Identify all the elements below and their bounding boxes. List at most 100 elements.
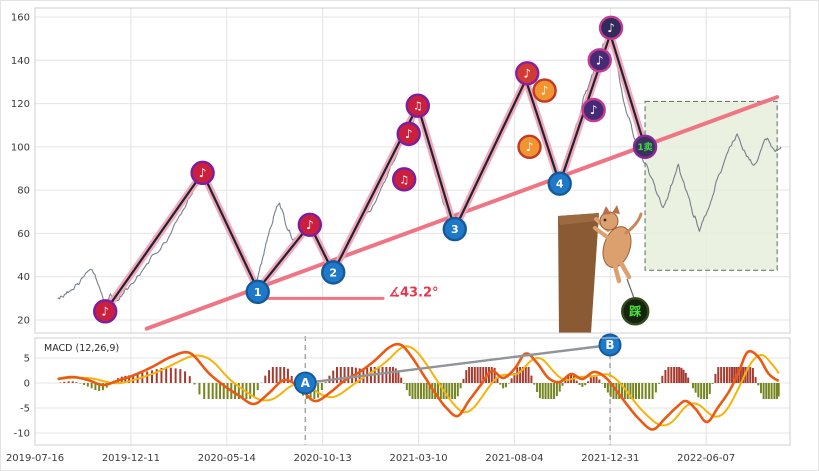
marker-note-peak-4-low[interactable]: ♪ (517, 134, 542, 160)
hist-bar (621, 383, 624, 399)
note-start-circle[interactable] (93, 299, 118, 324)
hist-bar (496, 376, 499, 383)
wave-point-1-circle[interactable] (245, 279, 270, 305)
cliff-top-edge (558, 213, 599, 225)
hist-bar (411, 383, 414, 399)
price-panel-border (34, 7, 791, 334)
hist-bar (767, 383, 770, 399)
note-peak-2-circle[interactable] (297, 212, 323, 237)
hist-bar (773, 383, 776, 399)
hist-bar (521, 367, 524, 383)
hist-bar (638, 383, 640, 399)
price-ytick-label: 100 (11, 142, 30, 153)
cliff-dog-cartoon (558, 205, 643, 333)
marker-note-peak-5-low[interactable]: ♪ (581, 97, 606, 123)
point-b[interactable]: B (598, 333, 622, 357)
hist-bar (83, 383, 86, 385)
note-peak-4-circle[interactable] (515, 61, 540, 86)
marker-note-rise-mid[interactable]: ♪ (396, 121, 421, 147)
hist-bar (207, 383, 210, 399)
hist-bar (746, 367, 749, 383)
marker-note-peak-4-right[interactable]: ♪ (532, 78, 557, 103)
wave-point-3-circle[interactable] (442, 216, 467, 242)
dog-hind-leg-2 (612, 263, 622, 284)
hist-bar (598, 379, 601, 383)
marker-wave-point-1[interactable]: 1 (245, 279, 270, 305)
marker-step-marker[interactable]: 踩 (621, 297, 650, 326)
marker-note-peak-3[interactable]: ♫ (405, 93, 430, 118)
hist-bar (128, 375, 131, 383)
hist-bar (94, 383, 97, 391)
macd-ytick-label: -10 (14, 429, 30, 440)
hist-bar (705, 383, 708, 399)
marker-note-peak-4[interactable]: ♪ (515, 61, 540, 86)
hist-bar (403, 383, 406, 384)
point-b-circle[interactable] (598, 333, 622, 357)
hist-bar (541, 383, 544, 399)
marker-note-peak-2[interactable]: ♪ (297, 212, 323, 237)
hist-bar (241, 383, 244, 399)
note-peak-4-low-label: ♪ (526, 140, 534, 154)
hist-bar (459, 383, 462, 389)
hist-bar (694, 383, 697, 393)
marker-note-peak-1[interactable]: ♪ (190, 160, 215, 186)
note-peak-1-circle[interactable] (190, 160, 215, 186)
hist-bar (417, 383, 420, 399)
note-peak-3-circle[interactable] (405, 93, 430, 118)
hist-bar (482, 367, 485, 383)
marker-note-peak-5-mid[interactable]: ♪ (587, 48, 612, 73)
hist-bar (436, 383, 439, 399)
marker-note-rise-low[interactable]: ♫ (391, 167, 417, 192)
note-peak-5-top-circle[interactable] (598, 15, 624, 41)
note-peak-4-right-circle[interactable] (532, 78, 557, 103)
step-marker-circle[interactable] (621, 297, 650, 326)
note-rise-low-circle[interactable] (391, 167, 417, 192)
marker-sell-signal[interactable]: 1卖 (632, 134, 658, 160)
hist-bar (667, 367, 670, 383)
sell-signal-circle[interactable] (632, 134, 658, 160)
hist-bar (237, 383, 240, 399)
hist-bar (132, 374, 135, 383)
marker-note-peak-5-top[interactable]: ♪ (598, 15, 624, 41)
x-tick-label: 2021-12-31 (581, 453, 639, 464)
hist-bar (739, 367, 742, 383)
hist-bar (578, 383, 581, 385)
wave-point-2-label: 2 (329, 266, 337, 279)
marker-wave-point-4[interactable]: 4 (547, 171, 572, 196)
note-peak-4-low-circle[interactable] (517, 134, 542, 160)
hist-bar (648, 383, 651, 399)
wave-point-2-circle[interactable] (321, 260, 346, 285)
hist-bar (203, 383, 206, 399)
macd-ytick-label: 5 (24, 354, 30, 365)
hist-bar (490, 367, 493, 383)
hist-bar (75, 382, 78, 383)
point-a-circle[interactable] (293, 371, 317, 395)
hist-bar (504, 383, 507, 388)
point-a[interactable]: A (293, 371, 317, 395)
rope-line (626, 278, 635, 299)
macd-legend: MACD (12,26,9) (44, 343, 120, 354)
marker-note-start[interactable]: ♪ (93, 299, 118, 324)
hist-bar (765, 383, 768, 399)
note-peak-5-low-circle[interactable] (581, 97, 606, 123)
note-rise-mid-circle[interactable] (396, 121, 421, 147)
marker-wave-point-2[interactable]: 2 (321, 260, 346, 285)
wave-point-4-circle[interactable] (547, 171, 572, 196)
hist-bar (644, 383, 647, 399)
step-marker-label: 踩 (629, 304, 641, 318)
hist-bar (169, 367, 172, 383)
hist-bar (742, 367, 745, 383)
consolidation-region-box (644, 100, 778, 271)
hist-bar (618, 383, 621, 399)
hist-bar (179, 369, 182, 383)
hist-bar (682, 369, 685, 383)
hist-bar (336, 367, 338, 383)
hist-bar (264, 375, 267, 383)
note-peak-5-low-label: ♪ (590, 103, 598, 117)
marker-wave-point-3[interactable]: 3 (442, 216, 467, 242)
hist-bar (584, 383, 587, 386)
note-peak-5-mid-circle[interactable] (587, 48, 612, 73)
hist-bar (675, 367, 678, 383)
dog-body (602, 226, 632, 268)
hist-bar (564, 379, 567, 383)
